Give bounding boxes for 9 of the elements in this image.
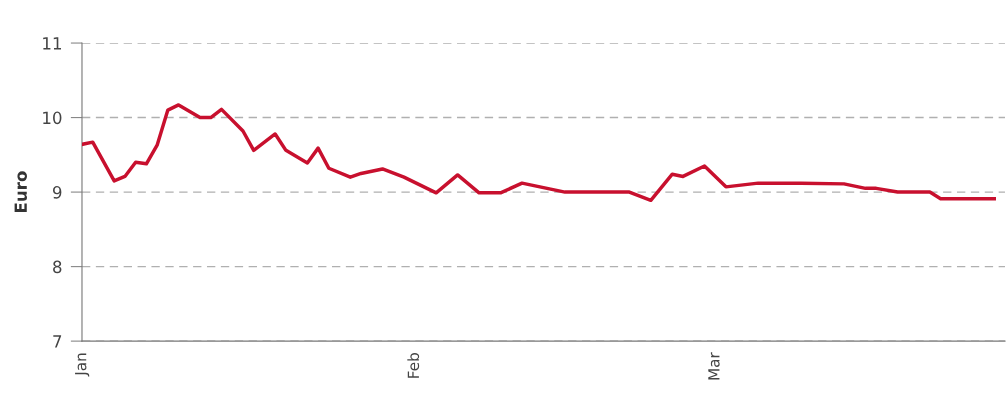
x-tick-label: Jan [75,353,90,377]
x-tick-label: Mar [708,352,720,380]
y-tick-label: 7 [53,335,62,348]
y-tick-label: 8 [53,260,62,274]
y-tick-label: 9 [52,186,62,199]
y-tick-label: 11 [43,37,62,50]
y-axis-title: Euro [14,171,27,213]
y-tick-label: 10 [43,111,62,125]
x-tick-label: Feb [407,353,420,378]
